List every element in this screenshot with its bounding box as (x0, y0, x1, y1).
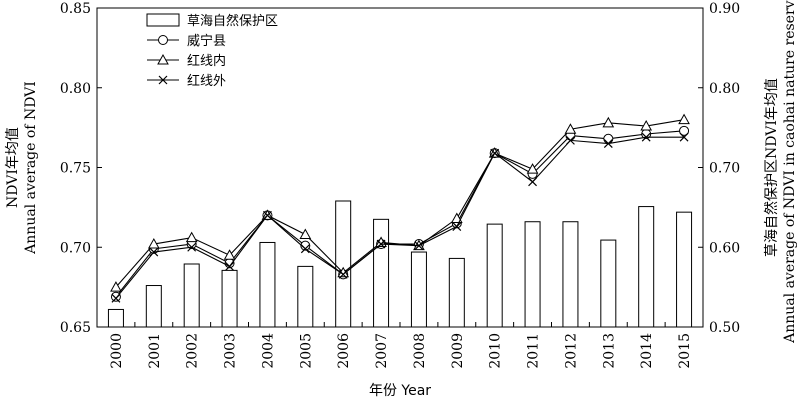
bar-2011 (524, 221, 541, 328)
bar-2008 (410, 251, 427, 328)
x-tick-label: 2008 (412, 333, 428, 369)
right-axis-title-cn: 草海自然保护区NDVI年均值 (763, 78, 780, 257)
point-triangle-2012 (564, 123, 577, 134)
point-x-2005 (300, 244, 310, 254)
bar-2004 (259, 241, 276, 328)
point-circle-2005 (300, 240, 311, 251)
left-axis-ticks: 0.65 0.70 0.75 0.80 0.85 (60, 1, 102, 336)
legend-label-x: 红线外 (187, 73, 226, 89)
point-x-2001 (149, 247, 159, 257)
bar-2014 (638, 206, 655, 328)
bar-2009 (448, 257, 465, 328)
point-x-2004 (263, 210, 272, 220)
right-tick-label: 0.50 (709, 320, 740, 336)
bar-2007 (373, 218, 390, 328)
bars-layer (107, 200, 693, 328)
bar-2000 (107, 308, 124, 328)
left-axis-title-en: Annual average of NDVI (23, 81, 39, 255)
bar-2012 (562, 221, 579, 328)
point-triangle-2011 (526, 163, 539, 174)
right-axis-ticks: 0.50 0.60 0.70 0.80 0.90 (698, 1, 740, 336)
right-tick-label: 0.90 (709, 1, 740, 17)
series-x (111, 132, 689, 303)
right-tick-label: 0.80 (709, 81, 740, 97)
x-tick-label: 2000 (109, 333, 125, 369)
bar-2013 (600, 239, 617, 328)
x-tick-label: 2002 (185, 333, 201, 369)
point-x-2003 (225, 261, 234, 271)
x-tick-label: 2014 (639, 333, 655, 369)
left-tick-label: 0.75 (60, 161, 91, 177)
x-tick-label: 2007 (374, 333, 390, 369)
series-line-x (115, 136, 685, 299)
legend-swatch-bar (146, 13, 180, 27)
point-triangle-2009 (450, 212, 463, 224)
bar-2001 (145, 285, 162, 328)
x-tick-label: 2004 (260, 333, 276, 369)
point-x-2002 (187, 242, 197, 252)
point-circle-2015 (679, 125, 690, 136)
bar-2010 (486, 223, 503, 328)
point-triangle-2013 (602, 116, 615, 128)
point-x-2015 (679, 132, 689, 142)
x-tick-label: 2010 (488, 333, 504, 369)
x-tick-label: 2001 (147, 333, 163, 369)
x-tick-label: 2006 (336, 333, 352, 369)
x-tick-label: 2003 (223, 333, 239, 369)
right-tick-label: 0.60 (709, 240, 740, 256)
right-axis-title-en: Annual average of NDVI in caohai nature … (782, 0, 798, 344)
point-circle-2000 (110, 291, 121, 302)
bar-2003 (221, 269, 238, 328)
point-triangle-2003 (223, 249, 236, 260)
legend-marker-triangle (157, 53, 169, 65)
point-x-2012 (566, 135, 575, 145)
lines-layer (110, 113, 690, 303)
point-x-2014 (641, 132, 651, 142)
left-tick-label: 0.80 (60, 81, 91, 97)
x-tick-label: 2012 (563, 333, 579, 369)
legend-label-triangle: 红线内 (187, 53, 226, 69)
legend-marker-x (158, 75, 168, 85)
x-tick-label: 2013 (601, 333, 617, 369)
point-x-2013 (603, 139, 613, 148)
x-tick-label: 2015 (677, 333, 693, 369)
point-x-2010 (490, 148, 500, 158)
point-triangle-2005 (299, 228, 312, 239)
point-x-2009 (452, 222, 462, 231)
bar-2005 (297, 265, 314, 328)
bar-2015 (676, 211, 693, 328)
point-triangle-2015 (678, 113, 690, 125)
point-x-2006 (338, 269, 348, 279)
bar-2002 (183, 263, 200, 328)
left-axis-title-cn: NDVI年均值 (5, 127, 21, 208)
x-axis-title: 年份 Year (369, 383, 431, 399)
bar-2006 (335, 200, 352, 328)
point-triangle-2001 (147, 238, 160, 249)
right-tick-label: 0.70 (709, 161, 740, 177)
point-x-2008 (414, 241, 424, 251)
x-tick-label: 2005 (298, 333, 314, 369)
point-triangle-2000 (110, 281, 122, 292)
left-tick-label: 0.65 (60, 320, 91, 336)
series-line-triangle (115, 119, 685, 288)
series-line-circle (115, 130, 685, 298)
point-triangle-2002 (185, 231, 198, 243)
point-x-2011 (528, 177, 537, 187)
x-tick-label: 2009 (450, 333, 466, 369)
legend-label-circle: 威宁县 (187, 33, 226, 49)
point-triangle-2014 (640, 120, 653, 131)
x-tick-label: 2011 (526, 333, 542, 369)
x-axis-ticks: 2000 2001 2002 2003 2004 2005 2006 2007 2008 2009… (109, 322, 693, 369)
point-x-2000 (111, 293, 121, 303)
legend-marker-circle (158, 35, 168, 45)
point-circle-2013 (603, 133, 614, 144)
left-tick-label: 0.70 (60, 240, 91, 256)
left-tick-label: 0.85 (60, 1, 91, 17)
point-x-2007 (376, 239, 386, 249)
legend-label-bar: 草海自然保护区 (187, 13, 278, 29)
